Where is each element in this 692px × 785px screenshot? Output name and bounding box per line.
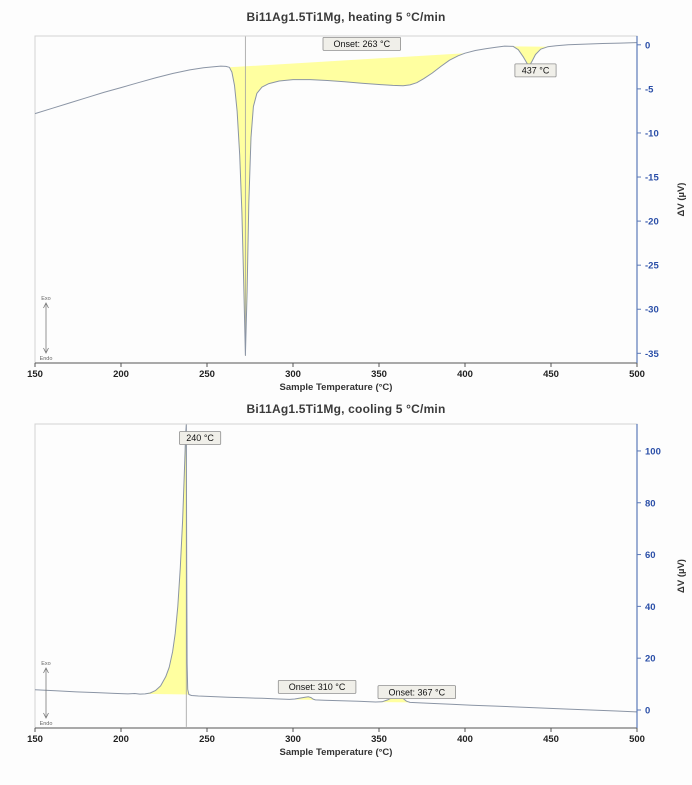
plot-frame: [34, 35, 638, 364]
x-tick-label: 400: [457, 734, 473, 745]
x-tick-label: 400: [457, 369, 473, 380]
x-tick-label: 350: [371, 369, 387, 380]
x-axis-title: Sample Temperature (°C): [280, 382, 393, 392]
annotation-box: [377, 685, 456, 700]
endo-label: Endo: [40, 721, 53, 727]
y-tick-label: -10: [645, 128, 659, 139]
peak-area-fill: [513, 46, 548, 66]
dta-curve: [34, 42, 638, 356]
y-tick-label: -30: [645, 305, 659, 316]
x-tick-label: 200: [113, 369, 129, 380]
x-tick-label: 500: [629, 734, 645, 745]
cooling-chart: Bi11Ag1.5Ti1Mg, cooling 5 °C/min 150 200 2…: [0, 392, 692, 783]
peak-area-fill: [229, 53, 465, 356]
arrow-up-head-icon: [43, 667, 49, 674]
annotation-box: [179, 431, 222, 445]
x-tick-label: 200: [113, 734, 129, 745]
annotation-label: Onset: 310 °C: [289, 682, 346, 692]
y-tick-label: -25: [645, 261, 659, 272]
annotation-label: 240 °C: [186, 433, 214, 443]
x-tick-label: 250: [199, 369, 215, 380]
annotation-label: Onset: 367 °C: [389, 687, 446, 697]
y-tick-label: 20: [645, 654, 656, 665]
y-tick-label: -5: [645, 84, 654, 95]
y-tick-label: 40: [645, 602, 656, 613]
arrow-down-head-icon: [43, 712, 49, 719]
x-tick-label: 350: [371, 734, 387, 745]
exo-label: Exo: [41, 296, 50, 302]
annotation-box: [514, 63, 557, 78]
endo-label: Endo: [40, 356, 53, 362]
heating-chart-title: Bi11Ag1.5Ti1Mg, heating 5 °C/min: [246, 10, 446, 24]
x-tick-label: 450: [543, 369, 559, 380]
x-tick-label: 500: [629, 369, 645, 380]
y-tick-label: 60: [645, 550, 656, 561]
x-tick-label: 150: [27, 369, 43, 380]
x-tick-label: 150: [27, 734, 43, 745]
annotation-label: 437 °C: [522, 66, 550, 76]
x-tick-label: 300: [285, 369, 301, 380]
annotation-box: [277, 679, 357, 694]
heating-chart: Bi11Ag1.5Ti1Mg, heating 5 °C/min 150 200 2…: [0, 0, 692, 392]
x-tick-label: 450: [543, 734, 559, 745]
y-tick-label: -35: [645, 349, 659, 360]
y-tick-label: 80: [645, 498, 656, 509]
y-tick-label: 100: [645, 446, 661, 457]
x-tick-label: 300: [285, 734, 301, 745]
y-tick-label: -20: [645, 217, 659, 228]
arrow-down-head-icon: [43, 347, 49, 354]
x-axis-title: Sample Temperature (°C): [280, 747, 393, 758]
cooling-chart-title: Bi11Ag1.5Ti1Mg, cooling 5 °C/min: [246, 402, 446, 416]
y-tick-label: -15: [645, 173, 659, 184]
y-tick-label: 0: [645, 40, 650, 51]
exo-label: Exo: [41, 661, 50, 667]
y-axis-title: ΔV (µV): [676, 559, 687, 593]
peak-area-fill: [145, 425, 189, 695]
y-tick-label: 0: [645, 705, 650, 716]
dta-curve: [34, 424, 638, 713]
x-tick-label: 250: [199, 734, 215, 745]
y-axis-title: ΔV (µV): [676, 183, 687, 217]
heating-chart-plot: 150 200 250 300 350 400 450 500 Sample Temperatu…: [27, 35, 687, 392]
arrow-up-head-icon: [43, 302, 49, 309]
annotation-label: Onset: 263 °C: [333, 39, 390, 49]
annotation-box: [322, 36, 401, 51]
